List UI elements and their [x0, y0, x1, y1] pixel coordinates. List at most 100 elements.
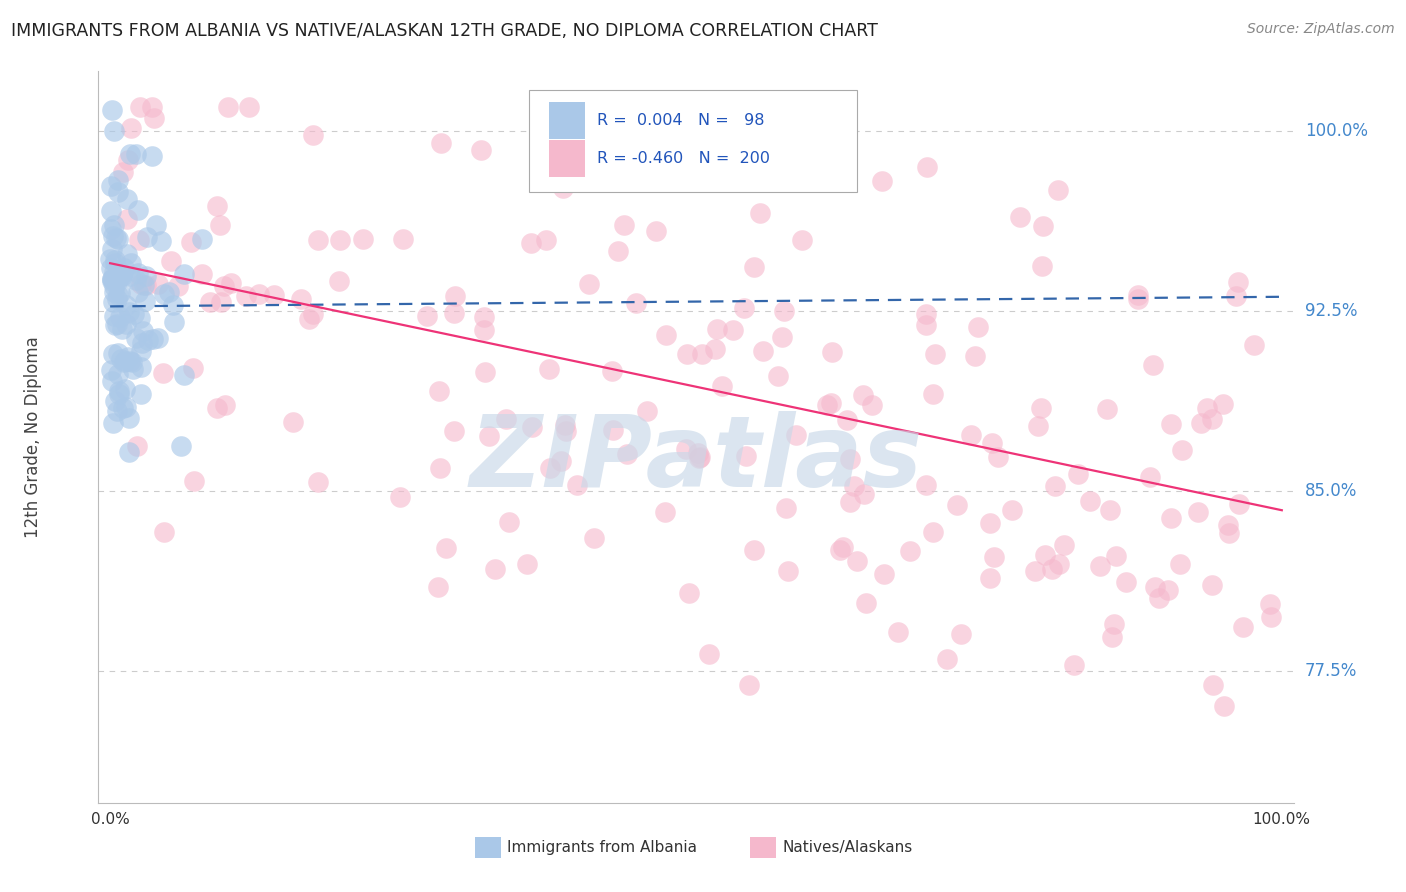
Point: [142, 111, 165, 125]
Point: [872, 566, 894, 581]
Point: [104, 318, 127, 333]
Point: [307, 233, 329, 247]
Point: [105, 404, 128, 418]
Point: [146, 331, 169, 345]
Point: [136, 333, 159, 347]
Point: [181, 360, 204, 375]
Point: [121, 121, 143, 136]
Point: [735, 449, 758, 463]
Point: [392, 232, 415, 246]
Point: [104, 256, 127, 270]
Point: [120, 269, 142, 284]
Point: [107, 287, 129, 301]
Point: [118, 147, 141, 161]
Point: [100, 204, 122, 219]
Point: [1227, 275, 1250, 289]
Point: [104, 393, 127, 408]
Point: [107, 232, 129, 246]
Point: [117, 350, 139, 364]
Point: [915, 318, 938, 333]
Point: [111, 164, 134, 178]
Point: [131, 387, 153, 401]
Point: [100, 274, 122, 288]
Point: [1128, 288, 1150, 302]
Point: [1212, 397, 1234, 411]
Point: [987, 450, 1010, 465]
Point: [427, 580, 450, 594]
Point: [1035, 548, 1057, 562]
Point: [922, 525, 945, 540]
Point: [114, 298, 136, 312]
Point: [924, 346, 946, 360]
Point: [219, 276, 242, 290]
Point: [654, 505, 676, 519]
Point: [979, 516, 1001, 530]
Point: [516, 557, 538, 571]
Point: [1067, 467, 1090, 481]
Point: [1232, 620, 1254, 634]
Point: [205, 199, 228, 213]
Point: [101, 294, 124, 309]
Point: [1101, 630, 1123, 644]
Point: [162, 315, 184, 329]
Point: [949, 627, 972, 641]
Point: [127, 266, 149, 280]
Point: [963, 349, 986, 363]
Point: [706, 322, 728, 336]
Text: R =  0.004   N =   98: R = 0.004 N = 98: [596, 113, 765, 128]
Point: [555, 424, 578, 438]
Bar: [749, 838, 776, 858]
Point: [131, 335, 153, 350]
Point: [136, 229, 159, 244]
Point: [1105, 549, 1128, 564]
Point: [565, 477, 588, 491]
Point: [429, 136, 451, 150]
Point: [166, 278, 188, 293]
Point: [118, 411, 141, 425]
Point: [162, 298, 184, 312]
Point: [107, 384, 129, 398]
Point: [520, 420, 543, 434]
Point: [114, 318, 136, 332]
Point: [124, 307, 146, 321]
Point: [689, 450, 711, 464]
Point: [159, 254, 181, 268]
Point: [578, 277, 600, 291]
Text: Immigrants from Albania: Immigrants from Albania: [508, 840, 697, 855]
Point: [600, 364, 623, 378]
Point: [533, 163, 555, 178]
Point: [100, 242, 122, 256]
Point: [212, 278, 235, 293]
Point: [654, 327, 676, 342]
Point: [815, 398, 838, 412]
Point: [111, 266, 134, 280]
Point: [100, 178, 122, 193]
Point: [135, 269, 157, 284]
Point: [846, 554, 869, 568]
Point: [205, 401, 228, 415]
Point: [117, 153, 139, 167]
Point: [582, 531, 605, 545]
Point: [125, 146, 148, 161]
Point: [1142, 358, 1164, 372]
Bar: [548, 140, 585, 177]
Point: [477, 429, 499, 443]
Point: [821, 345, 844, 359]
Point: [644, 224, 666, 238]
Point: [129, 344, 152, 359]
Point: [1088, 559, 1111, 574]
Point: [472, 323, 495, 337]
Point: [591, 157, 613, 171]
Point: [111, 268, 134, 283]
Point: [145, 219, 167, 233]
Point: [125, 331, 148, 345]
Point: [1156, 582, 1178, 597]
Point: [101, 374, 124, 388]
Point: [711, 379, 734, 393]
Point: [979, 571, 1001, 585]
Point: [1078, 493, 1101, 508]
Point: [613, 218, 636, 232]
Point: [173, 368, 195, 383]
Point: [900, 544, 922, 558]
Point: [921, 387, 943, 401]
